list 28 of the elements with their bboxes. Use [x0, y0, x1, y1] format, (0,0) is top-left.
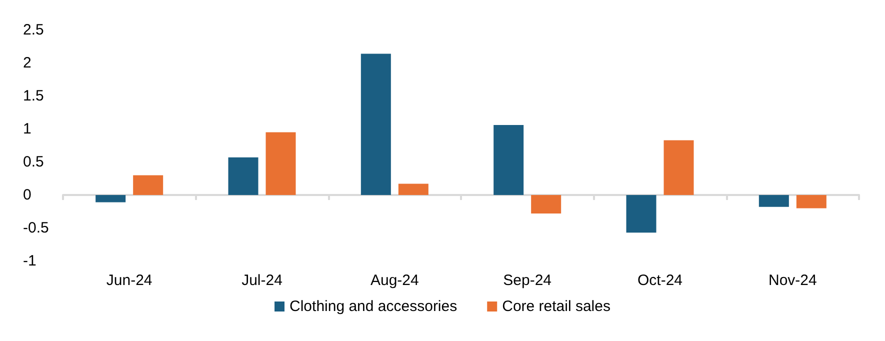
y-tick-label: 2.5: [23, 22, 44, 38]
y-tick-label: -1: [23, 252, 36, 270]
x-tick-label: Nov-24: [768, 272, 817, 289]
y-tick-label: 2: [23, 54, 32, 72]
bar: [96, 195, 126, 202]
bar: [758, 195, 789, 207]
bar: [531, 195, 562, 214]
legend-label: Core retail sales: [502, 298, 610, 315]
bar: [796, 195, 826, 208]
bar: [133, 175, 164, 195]
bar: [398, 184, 428, 195]
y-tick-label: 0.5: [23, 154, 44, 170]
y-tick-label: 0: [23, 186, 32, 204]
bar: [626, 195, 656, 233]
x-tick-label: Aug-24: [370, 272, 419, 289]
x-tick-label: Jun-24: [106, 272, 152, 289]
x-tick-label: Sep-24: [503, 272, 552, 289]
y-tick-label: 1.5: [23, 88, 44, 104]
bar: [228, 157, 258, 195]
bar: [664, 140, 694, 195]
x-tick-label: Oct-24: [637, 272, 683, 289]
x-tick-label: Jul-24: [242, 272, 282, 289]
bar: [266, 132, 296, 195]
bar: [494, 125, 524, 195]
bar: [360, 54, 391, 195]
y-tick-label: -0.5: [23, 220, 49, 236]
legend-label: Clothing and accessories: [290, 298, 458, 315]
y-tick-label: 1: [23, 120, 32, 138]
